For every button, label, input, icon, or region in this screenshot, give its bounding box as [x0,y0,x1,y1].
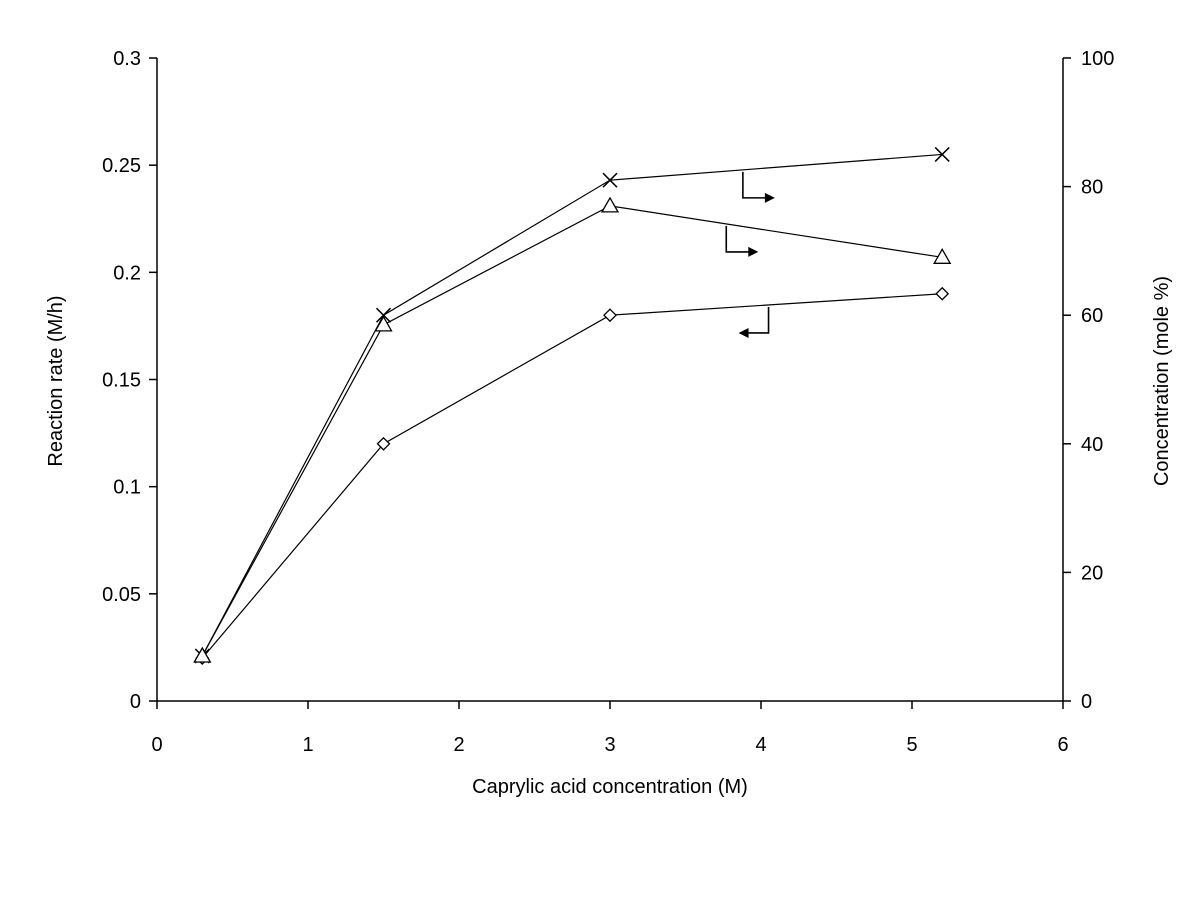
left-y-tick-label: 0.25 [102,155,141,177]
x-tick-label: 3 [604,734,615,756]
data-point-triangle [600,196,620,213]
axes [156,58,1064,702]
pointer-arrowhead [748,246,759,257]
x-tick-label: 0 [151,734,162,756]
x-tick-label: 4 [755,734,766,756]
data-point-diamond [935,286,950,301]
right-y-tick-label: 100 [1081,48,1114,70]
x-tick-label: 5 [906,734,917,756]
data-point-triangle [374,315,393,332]
series-line-triangle [201,205,943,657]
series-diamond [195,286,950,666]
x-tick-label: 1 [302,734,313,756]
axis-pointer-right [742,171,775,203]
right-y-tick-label: 20 [1081,562,1103,584]
series-group [193,146,952,666]
pointer-arrowhead [738,327,749,338]
pointer-stem [742,171,767,199]
left-y-tick-label: 0 [130,691,141,713]
data-point-triangle [933,248,952,264]
right-y-ticks: 0 20 40 60 80 100 [1063,48,1114,713]
axis-pointers [725,171,775,338]
pointer-stem [748,306,770,334]
data-point-cross [934,146,950,162]
axis-pointer-right [725,225,759,257]
pointer-stem [725,225,751,253]
series-cross [194,146,950,664]
left-y-tick-label: 0.3 [113,48,141,70]
x-axis-title: Caprylic acid concentration (M) [472,776,748,798]
left-y-tick-label: 0.2 [113,262,141,284]
series-line-cross [201,153,943,657]
left-y-tick-label: 0.05 [102,584,141,606]
x-tick-label: 6 [1057,734,1068,756]
right-y-tick-label: 40 [1081,434,1103,456]
data-point-diamond [376,436,391,451]
left-y-tick-label: 0.1 [113,477,141,499]
data-point-triangle [193,646,212,663]
data-point-cross [602,172,618,188]
right-y-tick-label: 60 [1081,305,1103,327]
right-y-tick-label: 80 [1081,177,1103,199]
series-line-diamond [201,293,943,659]
left-y-ticks: 0 0.05 0.1 0.15 0.2 0.25 0.3 [102,48,157,713]
left-y-tick-label: 0.15 [102,370,141,392]
data-point-diamond [603,308,617,323]
series-triangle [193,196,952,663]
x-tick-label: 2 [453,734,464,756]
pointer-arrowhead [764,192,775,203]
data-point-cross [375,307,392,323]
x-ticks: 0 1 2 3 4 5 6 [151,701,1069,756]
right-y-axis-title: Concentration (mole %) [1151,276,1173,486]
right-y-tick-label: 0 [1081,691,1092,713]
axis-pointer-left [738,306,770,338]
left-y-axis-title: Reaction rate (M/h) [45,295,67,466]
